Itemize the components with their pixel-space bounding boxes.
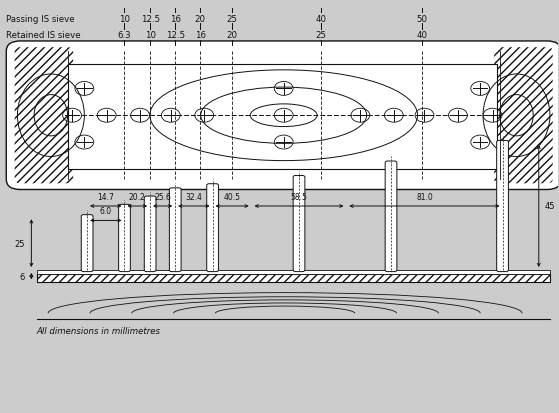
Text: 25: 25: [316, 31, 327, 40]
Text: 40: 40: [416, 31, 427, 40]
Text: 40: 40: [316, 15, 327, 24]
Bar: [68, 64, 497, 169]
FancyBboxPatch shape: [144, 197, 156, 272]
Text: 25: 25: [14, 239, 25, 248]
Text: 10: 10: [145, 31, 155, 40]
Bar: [37, 270, 550, 274]
FancyBboxPatch shape: [6, 42, 559, 190]
Text: 25: 25: [226, 15, 238, 24]
Text: 10: 10: [119, 15, 130, 24]
FancyBboxPatch shape: [385, 161, 397, 272]
Text: Passing IS sieve: Passing IS sieve: [6, 15, 75, 24]
Text: 25.6: 25.6: [154, 192, 171, 202]
Text: 45: 45: [544, 202, 555, 211]
FancyBboxPatch shape: [207, 184, 219, 272]
Bar: [37, 274, 550, 282]
FancyBboxPatch shape: [293, 176, 305, 272]
Text: 50: 50: [416, 15, 427, 24]
Text: 12.5: 12.5: [165, 31, 185, 40]
Text: Retained IS sieve: Retained IS sieve: [6, 31, 81, 40]
Text: 16: 16: [195, 31, 206, 40]
Text: 6.3: 6.3: [118, 31, 131, 40]
Text: 12.5: 12.5: [140, 15, 160, 24]
Text: 40.5: 40.5: [224, 192, 240, 202]
Bar: [37, 274, 550, 282]
Text: 20.2: 20.2: [129, 192, 146, 202]
FancyBboxPatch shape: [169, 188, 181, 272]
Text: 81.0: 81.0: [416, 192, 433, 202]
Text: 20: 20: [226, 31, 238, 40]
FancyBboxPatch shape: [497, 141, 508, 272]
Text: 6: 6: [20, 272, 25, 281]
FancyBboxPatch shape: [119, 205, 130, 272]
FancyBboxPatch shape: [15, 48, 73, 184]
Text: 20: 20: [195, 15, 206, 24]
FancyBboxPatch shape: [494, 48, 553, 184]
Text: All dimensions in millimetres: All dimensions in millimetres: [37, 326, 161, 335]
Text: 32.4: 32.4: [186, 192, 202, 202]
Text: 16: 16: [170, 15, 181, 24]
Text: 58.5: 58.5: [291, 192, 307, 202]
FancyBboxPatch shape: [81, 215, 93, 272]
Text: 14.7: 14.7: [97, 192, 114, 202]
Text: 6.0: 6.0: [100, 207, 112, 216]
